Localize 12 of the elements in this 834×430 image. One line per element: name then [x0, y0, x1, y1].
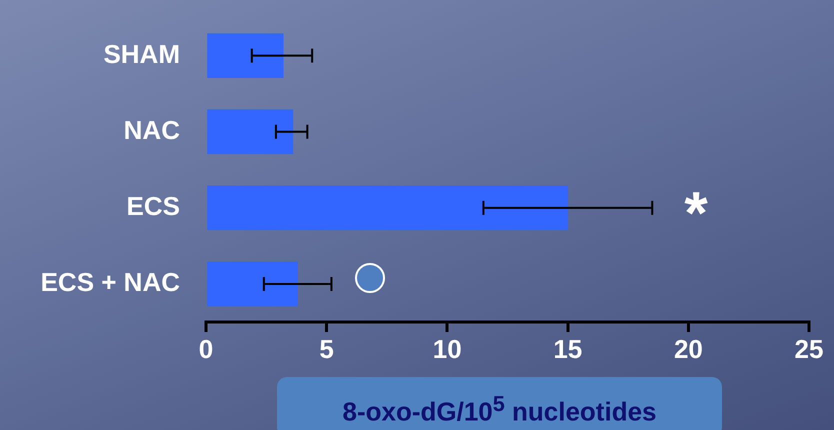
x-tick-label: 5 [319, 334, 334, 364]
x-tick-label: 10 [432, 334, 462, 364]
x-tick-label: 20 [674, 334, 703, 364]
y-tick-label: ECS [126, 191, 180, 222]
x-tick-label: 25 [794, 334, 824, 364]
x-tick-label: 15 [553, 334, 582, 364]
annotation: * [684, 180, 708, 247]
x-tick-label: 0 [198, 334, 214, 364]
x-axis-title: 8-oxo-dG/10$^{5}$ nucleotides [342, 391, 656, 429]
y-tick-label: ECS + NAC [40, 267, 180, 298]
y-tick-label: SHAM [103, 38, 180, 69]
y-tick-label: NAC [124, 114, 180, 145]
